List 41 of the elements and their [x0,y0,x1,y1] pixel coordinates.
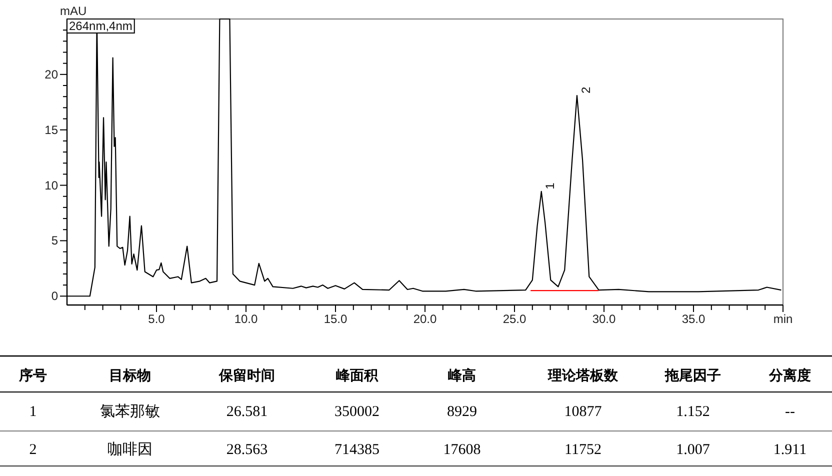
y-tick-label: 5 [51,234,58,248]
text: 2 [29,442,37,458]
x-tick-label: 30.0 [592,312,616,326]
x-tick-label: 25.0 [502,312,526,326]
y-tick-label: 15 [44,122,58,137]
text: 保留时间 [218,368,275,384]
text: 17608 [443,442,481,458]
text: 1.007 [676,442,710,458]
text: 氯苯那敏 [100,403,160,420]
text: 理论塔板数 [547,368,619,384]
text: 28.563 [226,442,268,458]
annotation: 264nm,4nm [69,19,132,33]
text: 拖尾因子 [664,368,721,384]
text: 350002 [334,404,380,420]
text: 峰高 [448,367,476,384]
x-tick-label: 20.0 [413,312,437,326]
text: 8929 [447,404,477,420]
annotation: 2 [578,86,593,94]
y-tick-label: 20 [44,67,58,82]
text: 分离度 [768,367,811,384]
text: 峰面积 [336,368,379,384]
x-tick-label: min [773,312,793,326]
text: 咖啡因 [108,441,152,458]
text: 1 [29,404,37,420]
text: 1.152 [676,404,710,420]
text: -- [785,404,795,420]
y-tick-label: 10 [44,178,58,192]
text: 11752 [564,442,602,458]
annotation: 1 [543,182,558,190]
x-tick-label: 10.0 [234,312,258,326]
x-tick-label: 15.0 [324,312,348,326]
x-tick-label: 5.0 [148,312,166,326]
text: 714385 [334,442,380,458]
x-tick-label: 35.0 [682,312,706,326]
y-tick-label: 0 [51,289,58,304]
y-axis-title: mAU [60,4,87,18]
text: 10877 [564,404,602,420]
text: 目标物 [109,368,151,384]
text: 序号 [18,367,47,384]
text: 26.581 [226,404,268,420]
text: 1.911 [773,442,807,458]
